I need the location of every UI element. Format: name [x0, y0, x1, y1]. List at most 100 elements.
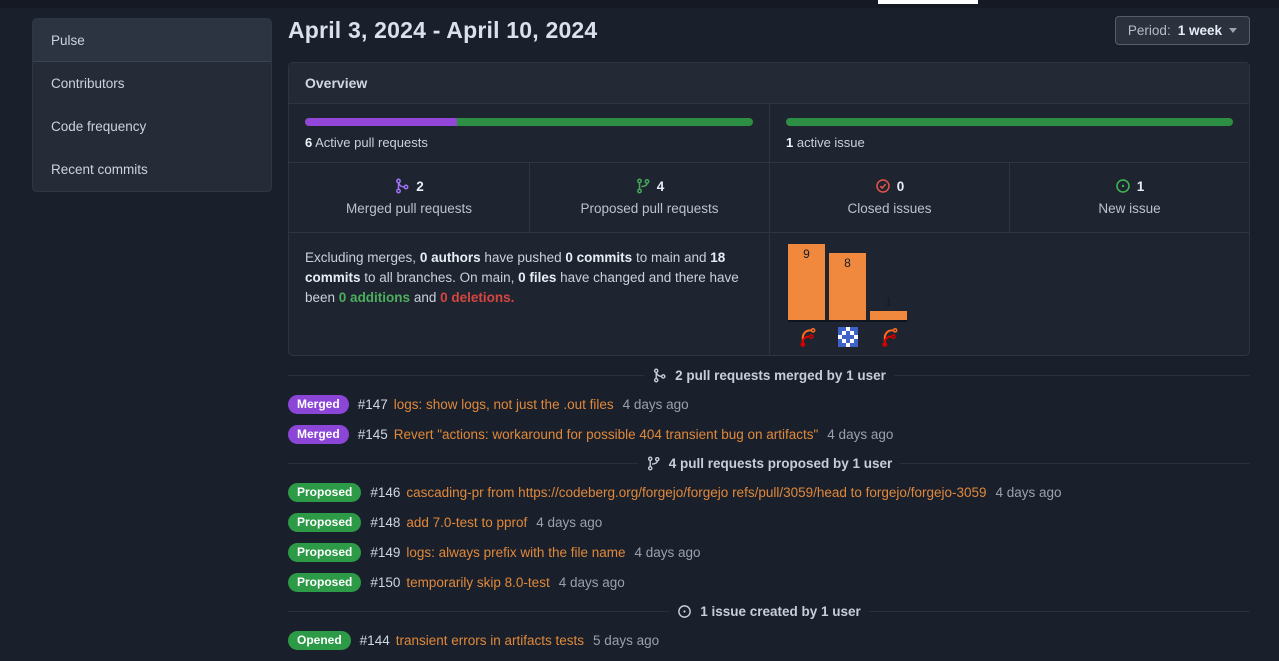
pr-link[interactable]: #149 logs: always prefix with the file n…	[370, 545, 625, 560]
stat-new-issues: 1 New issue	[1009, 162, 1249, 232]
issue-title: transient errors in artifacts tests	[395, 632, 585, 648]
pr-number: #147	[357, 396, 388, 412]
page-head: April 3, 2024 - April 10, 2024 Period: 1…	[288, 10, 1250, 50]
git-branch-icon	[646, 456, 661, 471]
pr-time: 4 days ago	[634, 544, 701, 560]
pr-title: add 7.0-test to pprof	[406, 514, 528, 530]
stat-label: Merged pull requests	[345, 201, 473, 216]
pr-title: temporarily skip 8.0-test	[406, 574, 550, 590]
merged-pr-fill	[305, 118, 458, 126]
stat-value: 1	[1136, 178, 1145, 194]
bar-value-label: 1	[885, 295, 892, 309]
stat-closed-issues: 0 Closed issues	[769, 162, 1009, 232]
deletions-count: 0 deletions.	[440, 290, 515, 305]
overview-panel: Overview 6 Active pull requests 1 active…	[288, 62, 1250, 356]
activity-sidebar: Pulse Contributors Code frequency Recent…	[32, 18, 272, 192]
bar-value-label: 8	[844, 256, 851, 270]
activity-list: 2 pull requests merged by 1 user Merged …	[288, 366, 1250, 650]
active-tab-underline	[878, 0, 978, 4]
chart-bar: 1	[870, 295, 907, 320]
issue-open-icon	[1115, 178, 1131, 194]
avatar[interactable]	[829, 327, 866, 347]
active-issue-cell: 1 active issue	[769, 104, 1249, 162]
active-issue-caption: 1 active issue	[786, 135, 1233, 150]
commits-per-author-chart: 9 8 1	[769, 232, 1249, 355]
issue-closed-icon	[875, 178, 891, 194]
overview-grid: 6 Active pull requests 1 active issue 2	[289, 104, 1249, 355]
pr-link[interactable]: #147 logs: show logs, not just the .out …	[358, 397, 614, 412]
stat-label: Proposed pull requests	[580, 201, 719, 216]
sidebar-item-recent-commits[interactable]: Recent commits	[51, 162, 148, 177]
pr-title: logs: show logs, not just the .out files	[393, 396, 614, 412]
sidebar-item-code-frequency[interactable]: Code frequency	[51, 119, 147, 134]
issue-link[interactable]: #144 transient errors in artifacts tests	[360, 633, 584, 648]
pr-number: #145	[357, 426, 388, 442]
issue-row: Opened #144 transient errors in artifact…	[288, 630, 1250, 650]
avatar[interactable]	[788, 327, 825, 347]
active-pr-caption: 6 Active pull requests	[305, 135, 753, 150]
bar-chart: 9 8 1	[788, 244, 907, 322]
pr-link[interactable]: #146 cascading-pr from https://codeberg.…	[370, 485, 986, 500]
active-issue-count: 1	[786, 135, 794, 150]
pr-link[interactable]: #148 add 7.0-test to pprof	[370, 515, 527, 530]
pr-time: 4 days ago	[558, 574, 625, 590]
status-badge-merged: Merged	[288, 394, 349, 414]
active-pr-progressbar	[305, 118, 753, 126]
sidebar-item-contributors[interactable]: Contributors	[51, 76, 125, 91]
active-issue-progressbar	[786, 118, 1233, 126]
pr-row: Merged #145 Revert "actions: workaround …	[288, 424, 1250, 444]
chevron-down-icon	[1229, 27, 1237, 33]
section-header-text: 1 issue created by 1 user	[700, 603, 861, 619]
pr-number: #149	[370, 544, 401, 560]
avatar[interactable]	[870, 327, 907, 347]
issue-open-icon	[677, 604, 692, 619]
issue-time: 5 days ago	[593, 632, 660, 648]
page-title: April 3, 2024 - April 10, 2024	[288, 16, 598, 43]
stat-label: Closed issues	[847, 201, 932, 216]
identicon-avatar-icon	[837, 327, 858, 347]
additions-count: 0 additions	[338, 290, 411, 305]
status-badge-opened: Opened	[288, 630, 351, 650]
proposed-section-header: 4 pull requests proposed by 1 user	[288, 454, 1250, 472]
pr-title: cascading-pr from https://codeberg.org/f…	[406, 484, 987, 500]
status-badge-proposed: Proposed	[288, 542, 362, 562]
forgejo-avatar-icon	[797, 327, 817, 347]
sidebar-item-pulse[interactable]: Pulse	[33, 19, 271, 62]
period-dropdown-button[interactable]: Period: 1 week	[1114, 15, 1250, 45]
status-badge-proposed: Proposed	[288, 482, 362, 502]
push-summary: Excluding merges, 0 authors have pushed …	[289, 232, 769, 355]
stat-value: 2	[416, 178, 424, 194]
pr-time: 4 days ago	[622, 396, 689, 412]
stat-label: New issue	[1098, 201, 1161, 216]
status-badge-proposed: Proposed	[288, 512, 362, 532]
merged-section-header: 2 pull requests merged by 1 user	[288, 366, 1250, 384]
chart-bar: 9	[788, 244, 825, 320]
status-badge-merged: Merged	[288, 424, 349, 444]
chart-bar: 8	[829, 253, 866, 320]
pr-row: Proposed #150 temporarily skip 8.0-test …	[288, 572, 1250, 592]
pr-link[interactable]: #150 temporarily skip 8.0-test	[370, 575, 549, 590]
issues-section-header: 1 issue created by 1 user	[288, 602, 1250, 620]
pr-time: 4 days ago	[995, 484, 1062, 500]
active-pr-cell: 6 Active pull requests	[289, 104, 769, 162]
pr-link[interactable]: #145 Revert "actions: workaround for pos…	[358, 427, 819, 442]
stat-value: 4	[656, 178, 665, 194]
bar-value-label: 9	[803, 247, 810, 261]
git-branch-icon	[635, 178, 651, 194]
issue-number: #144	[359, 632, 390, 648]
pr-row: Merged #147 logs: show logs, not just th…	[288, 394, 1250, 414]
pr-title: Revert "actions: workaround for possible…	[393, 426, 819, 442]
stat-value: 0	[896, 178, 905, 194]
stat-merged-prs: 2 Merged pull requests	[289, 162, 529, 232]
section-header-text: 4 pull requests proposed by 1 user	[668, 455, 893, 471]
period-label: Period:	[1127, 22, 1171, 38]
stat-proposed-prs: 4 Proposed pull requests	[529, 162, 769, 232]
pr-row: Proposed #148 add 7.0-test to pprof 4 da…	[288, 512, 1250, 532]
pr-number: #150	[370, 574, 401, 590]
git-merge-icon	[394, 178, 410, 194]
pr-time: 4 days ago	[827, 426, 894, 442]
pr-row: Proposed #149 logs: always prefix with t…	[288, 542, 1250, 562]
top-navbar-strip	[0, 0, 1279, 8]
pr-number: #146	[370, 484, 401, 500]
pr-row: Proposed #146 cascading-pr from https://…	[288, 482, 1250, 502]
